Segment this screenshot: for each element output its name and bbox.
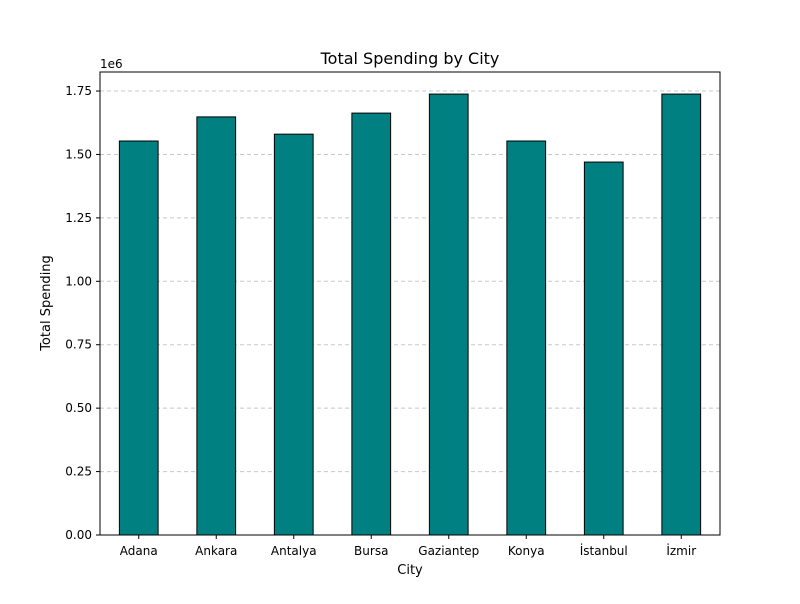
gridlines — [100, 90, 720, 473]
bar-i̇zmir — [661, 93, 702, 536]
x-tick-label: Adana — [120, 544, 158, 558]
x-tick-label: Ankara — [195, 544, 237, 558]
x-tick-label: İzmir — [666, 543, 696, 558]
x-tick-label: İstanbul — [580, 543, 628, 558]
y-tick-label: 1.75 — [65, 84, 92, 98]
x-tick-label: Konya — [508, 544, 545, 558]
y-tick-label: 0.50 — [65, 401, 92, 415]
y-tick-label: 0.25 — [65, 465, 92, 479]
chart-title: Total Spending by City — [320, 49, 500, 68]
y-axis-label: Total Spending — [39, 255, 54, 352]
x-tick-label: Bursa — [354, 544, 388, 558]
bar-bursa — [351, 112, 392, 536]
x-axis-ticks: Adana Ankara Antalya Bursa Gaziantep Konya İst… — [120, 535, 696, 558]
y-axis-ticks: 0.00 0.25 0.50 0.75 1.00 1.25 1.50 1.75 — [65, 84, 100, 542]
bar-antalya — [273, 133, 314, 536]
bar-gaziantep — [428, 93, 469, 536]
bar-ankara — [196, 116, 237, 536]
x-axis-label: City — [397, 563, 423, 578]
bars — [118, 93, 702, 536]
bar-i̇stanbul — [583, 161, 624, 536]
x-tick-label: Gaziantep — [418, 544, 479, 558]
y-tick-label: 0.75 — [65, 338, 92, 352]
y-tick-label: 1.50 — [65, 147, 92, 161]
y-tick-label: 1.00 — [65, 274, 92, 288]
bar-adana — [118, 140, 159, 536]
y-tick-label: 0.00 — [65, 528, 92, 542]
x-tick-label: Antalya — [271, 544, 317, 558]
y-scale-multiplier: 1e6 — [100, 57, 123, 71]
y-tick-label: 1.25 — [65, 211, 92, 225]
bar-konya — [506, 140, 547, 536]
plot-area-frame — [99, 71, 721, 536]
